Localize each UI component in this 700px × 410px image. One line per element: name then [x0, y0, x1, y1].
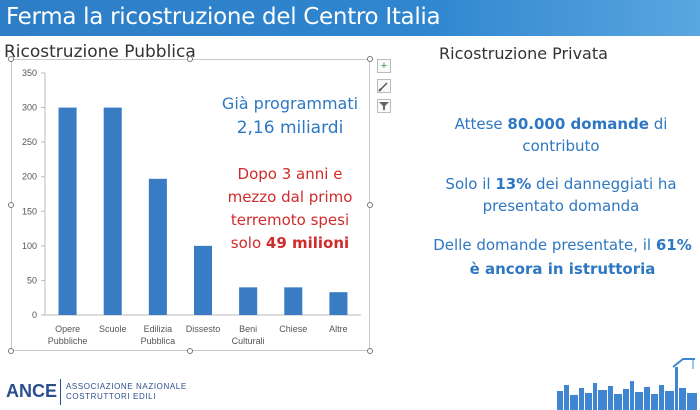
resize-handle-bottom-left[interactable]: [8, 348, 14, 354]
x-tick-label: Pubblica: [141, 336, 176, 346]
y-tick-label: 150: [22, 206, 37, 216]
brush-icon: [378, 82, 388, 92]
chart-elements-button[interactable]: +: [377, 59, 391, 73]
x-tick-label: Altre: [329, 324, 348, 334]
chart-frame[interactable]: 0 50 100 150 200 250 300 350 Opere Pubbliche Scuol…: [11, 59, 370, 351]
x-tick-label: Edilizia: [144, 324, 173, 334]
x-tick-label: Pubbliche: [48, 336, 88, 346]
resize-handle-bottom-right[interactable]: [367, 348, 373, 354]
y-tick-label: 300: [22, 103, 37, 113]
title-bar: Ferma la ricostruzione del Centro Italia: [0, 0, 700, 36]
bar-chiese[interactable]: [284, 287, 303, 315]
private-point-3-line-1: Delle domande presentate, il 61%: [425, 233, 700, 257]
ance-subtitle-2: COSTRUTTORI EDILI: [66, 392, 157, 401]
private-reconstruction-heading: Ricostruzione Privata: [439, 44, 608, 63]
bar-edilizia-pubblica[interactable]: [148, 178, 167, 315]
programmed-callout: Già programmati 2,16 miliardi: [215, 92, 365, 140]
private-point-1-line-1: Attese 80.000 domande di: [425, 113, 697, 135]
y-tick-label: 100: [22, 241, 37, 251]
resize-handle-mid-left[interactable]: [8, 202, 14, 208]
private-point-3: Delle domande presentate, il 61% è ancor…: [425, 233, 700, 281]
ance-subtitle-1: ASSOCIAZIONE NAZIONALE: [66, 382, 187, 391]
y-tick-label: 50: [27, 275, 37, 285]
y-tick-label: 350: [22, 68, 37, 78]
chart-styles-button[interactable]: [377, 79, 391, 93]
p2-prefix: Solo il: [445, 175, 496, 193]
city-skyline-graphic: [557, 358, 697, 410]
spent-prefix: solo: [230, 234, 266, 252]
private-point-2-line-2: presentato domanda: [482, 197, 640, 215]
private-point-2: Solo il 13% dei danneggiati ha presentat…: [425, 173, 697, 217]
chart-filters-button[interactable]: [377, 99, 391, 113]
resize-handle-top-mid[interactable]: [187, 56, 193, 62]
private-point-1-line-2: contributo: [522, 137, 600, 155]
resize-handle-mid-right[interactable]: [367, 202, 373, 208]
x-tick-label: Opere: [55, 324, 80, 334]
filter-icon: [379, 102, 389, 110]
x-tick-label: Dissesto: [186, 324, 221, 334]
x-tick-label: Beni: [239, 324, 257, 334]
p2-suffix: dei danneggiati ha: [531, 175, 677, 193]
p1-prefix: Attese: [454, 115, 508, 133]
bar-opere-pubbliche[interactable]: [58, 107, 77, 315]
spent-amount: 49 milioni: [265, 234, 350, 252]
plus-icon: +: [380, 60, 388, 72]
bar-dissesto[interactable]: [193, 245, 213, 315]
logo-divider: [60, 379, 61, 405]
programmed-line-1: Già programmati: [221, 94, 359, 113]
private-point-1: Attese 80.000 domande di contributo: [425, 113, 697, 157]
private-point-3-line-2: è ancora in istruttoria: [469, 260, 656, 278]
p1-suffix: di: [648, 115, 668, 133]
bar-beni-culturali[interactable]: [239, 287, 258, 315]
ance-logo: ANCE: [6, 381, 58, 401]
p3-value: 61%: [655, 236, 692, 254]
spent-line-2: mezzo dal primo: [227, 188, 353, 206]
bar-scuole[interactable]: [103, 107, 122, 315]
p2-value: 13%: [495, 175, 532, 193]
y-tick-label: 0: [32, 310, 37, 320]
spent-line-4: solo 49 milioni: [215, 232, 365, 255]
y-tick-label: 200: [22, 172, 37, 182]
private-point-2-line-1: Solo il 13% dei danneggiati ha: [425, 173, 697, 195]
bar-chart: 0 50 100 150 200 250 300 350 Opere Pubbliche Scuol…: [22, 68, 361, 346]
spent-callout: Dopo 3 anni e mezzo dal primo terremoto …: [215, 163, 365, 255]
spent-line-3: terremoto spesi: [230, 211, 350, 229]
spent-line-1: Dopo 3 anni e: [237, 165, 343, 183]
p1-value: 80.000 domande: [507, 115, 649, 133]
programmed-amount: 2,16 miliardi: [236, 118, 344, 138]
resize-handle-top-left[interactable]: [8, 56, 14, 62]
public-reconstruction-heading: Ricostruzione Pubblica: [4, 42, 196, 62]
p3-prefix: Delle domande presentate, il: [433, 236, 656, 254]
bar-altre[interactable]: [329, 292, 348, 315]
x-tick-label: Chiese: [279, 324, 307, 334]
resize-handle-bottom-mid[interactable]: [187, 348, 193, 354]
resize-handle-top-right[interactable]: [367, 56, 373, 62]
y-tick-label: 250: [22, 137, 37, 147]
x-tick-label: Culturali: [232, 336, 265, 346]
x-tick-label: Scuole: [99, 324, 127, 334]
page-title: Ferma la ricostruzione del Centro Italia: [6, 4, 441, 30]
